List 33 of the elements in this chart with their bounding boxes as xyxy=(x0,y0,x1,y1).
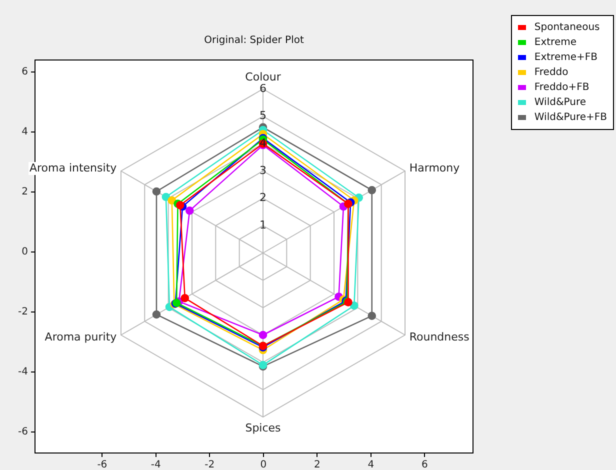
y-tick-label: 4 xyxy=(22,126,28,138)
x-tick-label: -4 xyxy=(150,460,161,470)
legend-label: Wild&Pure xyxy=(534,96,586,110)
y-tick-label: 0 xyxy=(22,246,28,258)
spoke-label: Aroma intensity xyxy=(29,161,118,174)
y-tick-label: 3 xyxy=(260,164,266,177)
y-tick-label: 5 xyxy=(260,109,266,122)
spoke-label: Aroma purity xyxy=(44,330,118,344)
y-tick-label: 6 xyxy=(22,66,28,78)
x-tick-label: 6 xyxy=(421,460,428,470)
y-tick-label: -6 xyxy=(18,426,28,438)
y-tick-label: -4 xyxy=(18,366,28,378)
y-tick-label: 4 xyxy=(260,136,266,150)
spoke-label: Roundness xyxy=(409,330,470,344)
y-tick-label: 2 xyxy=(260,191,266,204)
spoke-label: Colour xyxy=(245,70,282,84)
y-tick-label: 1 xyxy=(260,218,266,232)
spoke-label: Spices xyxy=(245,421,282,434)
legend-label: Freddo xyxy=(534,66,568,80)
legend-label: Extreme+FB xyxy=(534,51,598,65)
text: Original: Spider Plot xyxy=(203,35,305,46)
x-tick-label: -2 xyxy=(204,460,215,470)
x-tick-label: -6 xyxy=(97,460,108,470)
legend-label: Freddo+FB xyxy=(534,81,590,95)
x-tick-label: 4 xyxy=(368,460,374,470)
x-tick-label: 2 xyxy=(314,460,320,470)
y-tick-label: 6 xyxy=(260,82,266,95)
legend-label: Spontaneous xyxy=(534,21,600,35)
spoke-label: Harmony xyxy=(409,161,460,174)
y-tick-label: -2 xyxy=(18,306,28,318)
legend-label: Wild&Pure+FB xyxy=(534,111,607,125)
legend-label: Extreme xyxy=(534,36,576,50)
y-tick-label: 2 xyxy=(22,186,28,198)
